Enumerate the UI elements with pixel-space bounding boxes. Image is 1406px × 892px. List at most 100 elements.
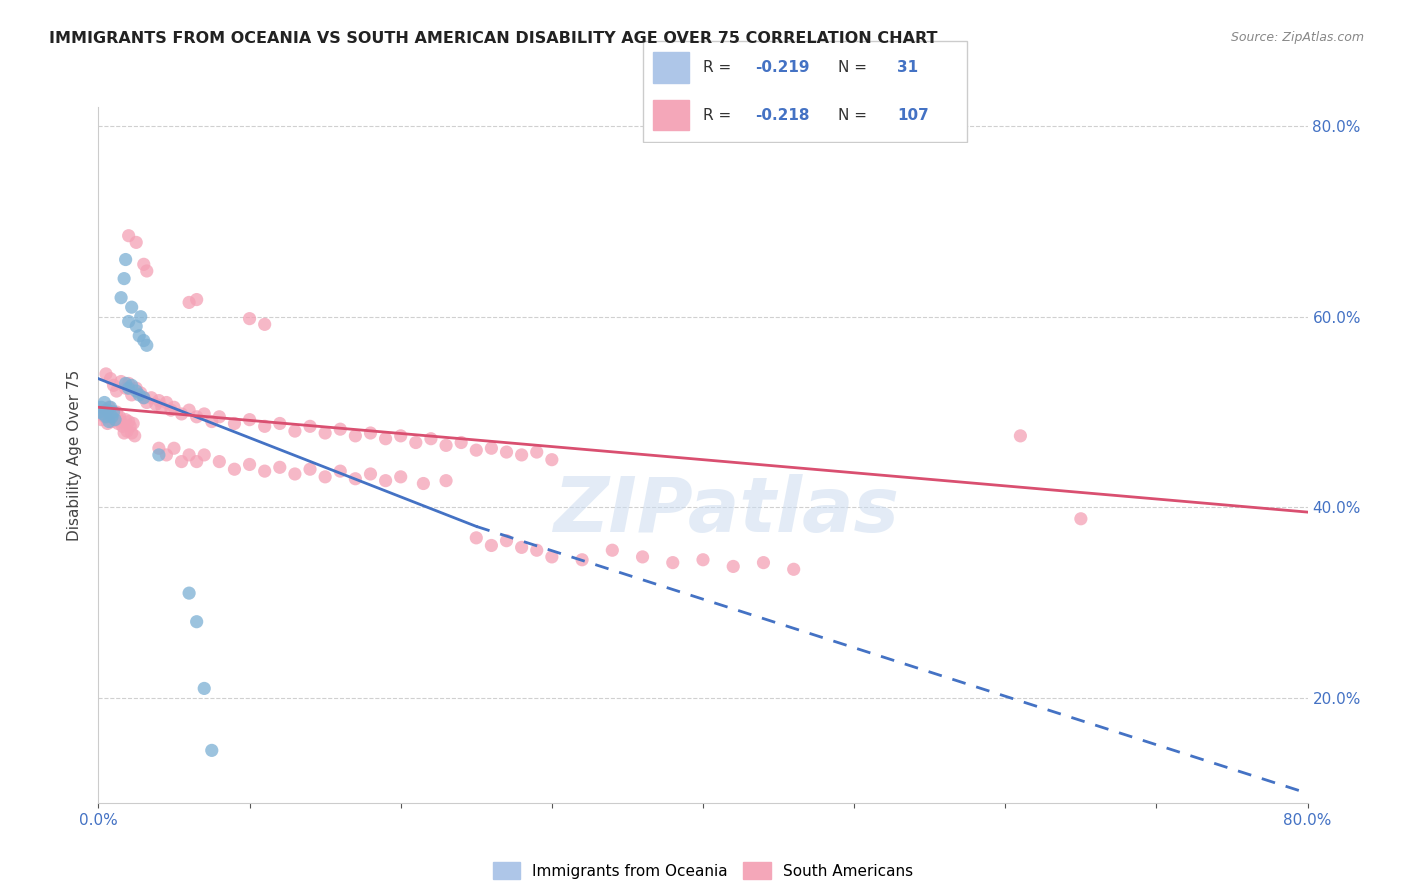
Bar [652,100,689,130]
Point [132,257,155,271]
Bar [652,53,689,83]
Point [662,556,685,570]
Point [121,388,143,402]
Point [114,381,136,395]
Text: 31: 31 [897,61,918,75]
Point [105,384,128,398]
Point [208,454,231,468]
FancyBboxPatch shape [643,41,967,142]
Point [329,422,352,436]
Point [752,556,775,570]
Point [89,407,111,421]
Point [434,474,457,488]
Point [121,300,143,314]
Point [118,228,141,243]
Point [94,367,117,381]
Point [118,376,141,391]
Point [118,415,141,429]
Point [314,470,336,484]
Point [145,397,167,411]
Point [96,403,118,417]
Text: -0.218: -0.218 [755,108,810,122]
Point [111,419,134,434]
Point [125,235,148,250]
Point [179,403,201,417]
Point [783,562,806,576]
Point [132,334,155,348]
Point [91,407,114,421]
Point [125,319,148,334]
Point [150,401,173,415]
Point [103,407,125,421]
Point [450,435,472,450]
Point [148,393,170,408]
Text: -0.219: -0.219 [755,61,810,75]
Point [253,318,276,332]
Point [98,415,121,429]
Point [112,425,135,440]
Point [104,412,127,426]
Point [186,615,208,629]
Point [510,541,533,555]
Text: IMMIGRANTS FROM OCEANIA VS SOUTH AMERICAN DISABILITY AGE OVER 75 CORRELATION CHA: IMMIGRANTS FROM OCEANIA VS SOUTH AMERICA… [49,31,938,46]
Point [239,412,262,426]
Point [108,409,131,424]
Point [360,467,382,481]
Point [93,395,115,409]
Point [135,395,157,409]
Text: N =: N = [838,108,872,122]
Point [104,412,127,426]
Point [526,445,548,459]
Point [103,405,125,419]
Point [631,549,654,564]
Point [163,442,186,456]
Point [201,743,224,757]
Point [91,405,114,419]
Point [224,462,246,476]
Point [253,464,276,478]
Point [122,417,145,431]
Point [118,314,141,328]
Point [405,435,427,450]
Point [186,454,208,468]
Point [120,419,142,434]
Point [100,372,122,386]
Point [434,438,457,452]
Point [160,403,183,417]
Point [128,388,150,402]
Point [90,401,112,415]
Point [110,291,132,305]
Point [114,252,136,267]
Point [269,460,291,475]
Point [208,409,231,424]
Point [141,391,163,405]
Point [148,448,170,462]
Point [179,448,201,462]
Point [90,412,112,426]
Point [571,553,593,567]
Point [193,681,215,696]
Point [163,401,186,415]
Point [103,378,125,392]
Point [135,264,157,278]
Point [121,378,143,392]
Point [107,417,129,431]
Legend: Immigrants from Oceania, South Americans: Immigrants from Oceania, South Americans [486,855,920,886]
Point [389,429,412,443]
Point [179,586,201,600]
Point [129,386,152,401]
Point [201,415,224,429]
Point [100,401,122,415]
Point [389,470,412,484]
Point [269,417,291,431]
Point [412,476,434,491]
Point [148,442,170,456]
Point [465,443,488,458]
Point [540,549,562,564]
Point [540,452,562,467]
Point [155,395,177,409]
Text: N =: N = [838,61,872,75]
Point [94,403,117,417]
Point [132,391,155,405]
Point [93,409,115,424]
